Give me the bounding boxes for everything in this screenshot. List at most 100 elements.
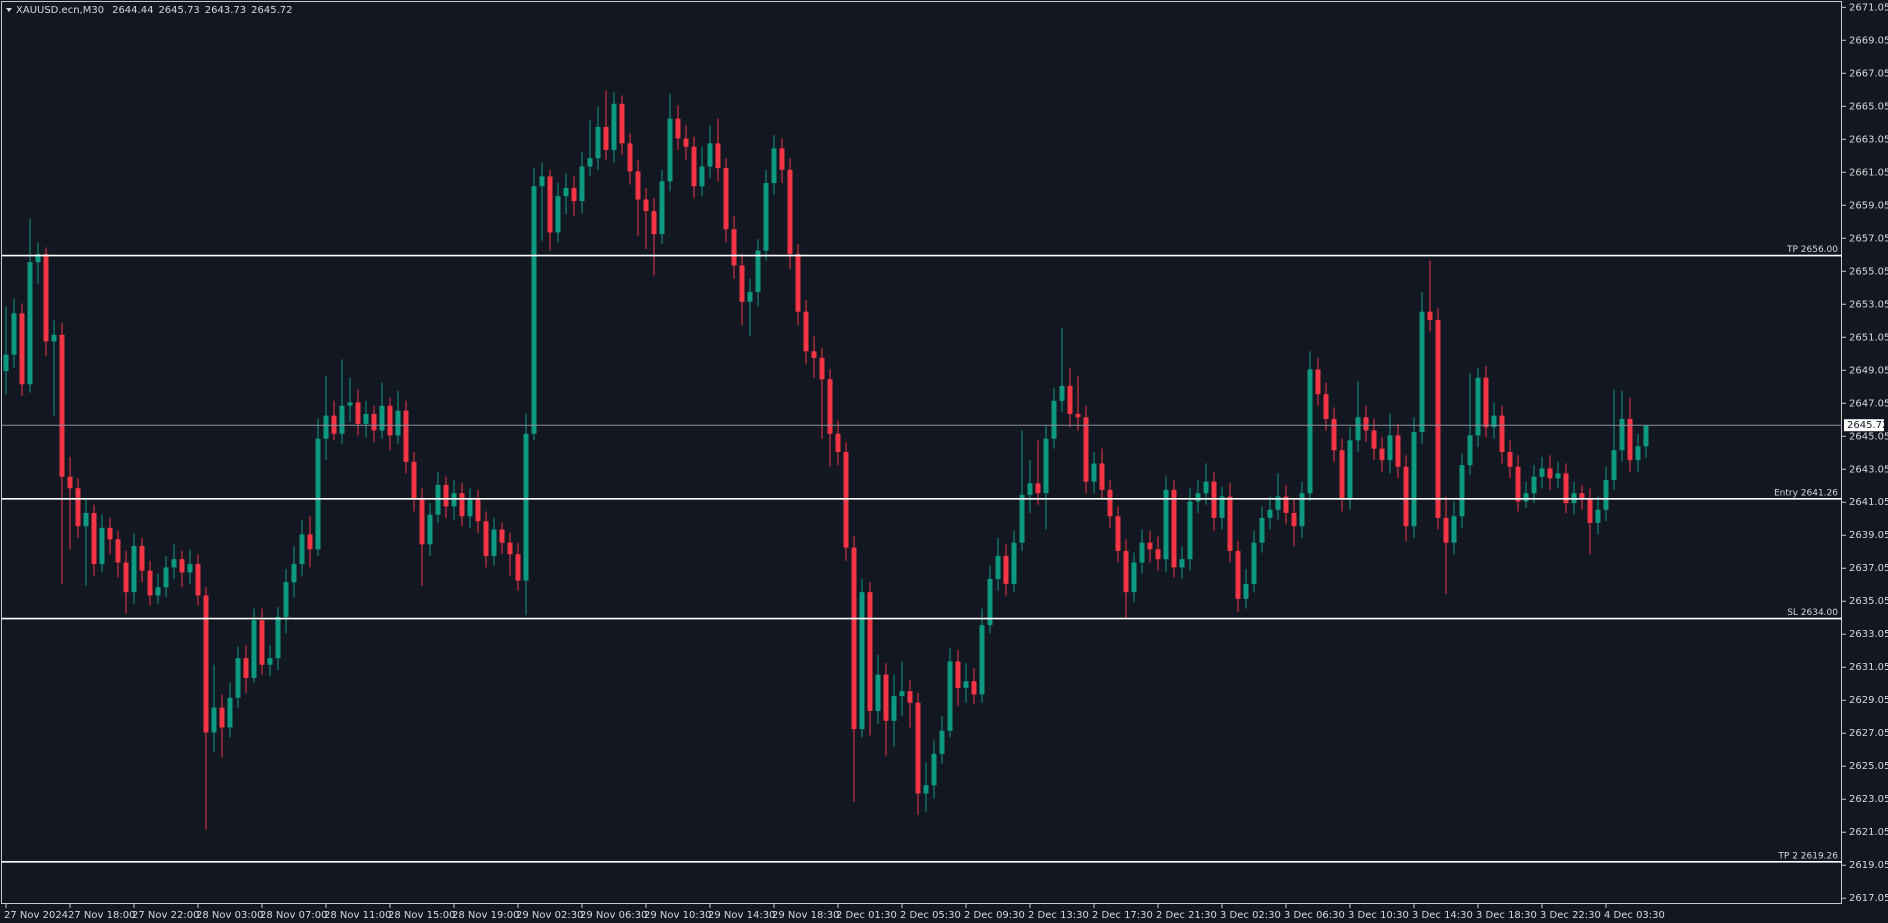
y-tick-label: 2635.05 [1849, 596, 1888, 607]
candle-body [1035, 483, 1041, 494]
candle-body [1011, 542, 1017, 584]
candle-body [59, 334, 65, 477]
candle-body [923, 785, 929, 794]
candle-body [467, 498, 473, 517]
candle-body [1419, 311, 1425, 433]
candle-body [1515, 466, 1521, 502]
candle-body [875, 674, 881, 711]
candle-body [675, 118, 681, 139]
ohlc-close: 2645.72 [251, 5, 292, 16]
candle-body [1107, 489, 1113, 517]
candle-body [699, 166, 705, 187]
candle-body [627, 143, 633, 172]
candle-body [355, 402, 361, 424]
candle-body [83, 512, 89, 527]
candle-body [315, 438, 321, 550]
x-tick-label: 2 Dec 01:30 [836, 910, 897, 921]
candle-body [659, 181, 665, 235]
candle-body [1483, 377, 1489, 428]
candle-body [715, 143, 721, 169]
candle-body [1507, 451, 1513, 467]
candle-body [539, 176, 545, 187]
candle-body [475, 498, 481, 522]
candle-body [811, 351, 817, 358]
candle-body [1347, 440, 1353, 500]
x-tick-label: 27 Nov 2024 [4, 910, 68, 921]
candle-body [1059, 385, 1065, 401]
candle-body [723, 168, 729, 230]
y-tick-label: 2625.05 [1849, 761, 1888, 772]
candle-body [1139, 542, 1145, 563]
candle-body [411, 461, 417, 500]
candle-body [1195, 493, 1201, 502]
candle-body [307, 534, 313, 550]
y-tick-label: 2637.05 [1849, 563, 1888, 574]
y-tick-label: 2651.05 [1849, 332, 1888, 343]
candle-body [1219, 496, 1225, 518]
symbol: XAUUSD.ecn,M30 [16, 5, 104, 16]
y-tick-label: 2657.05 [1849, 233, 1888, 244]
candle-body [123, 562, 129, 593]
candle-body [571, 187, 577, 202]
y-tick-label: 2617.05 [1849, 893, 1888, 904]
y-tick-label: 2659.05 [1849, 200, 1888, 211]
candle-body [99, 527, 105, 565]
candle-body [667, 118, 673, 182]
candle-body [779, 148, 785, 170]
candle-body [851, 547, 857, 730]
candle-body [387, 405, 393, 436]
candle-body [1539, 468, 1545, 477]
y-tick-label: 2647.05 [1849, 398, 1888, 409]
candle-body [1587, 498, 1593, 523]
candle-body [1147, 542, 1153, 550]
candle-body [75, 488, 81, 527]
level-label: SL 2634.00 [1787, 608, 1838, 618]
candle-body [907, 691, 913, 703]
y-tick-label: 2621.05 [1849, 827, 1888, 838]
candle-body [1491, 415, 1497, 428]
candle-body [443, 484, 449, 507]
x-tick-label: 29 Nov 10:30 [644, 910, 711, 921]
y-tick-label: 2633.05 [1849, 629, 1888, 640]
candle-body [1131, 562, 1137, 593]
candle-body [403, 410, 409, 462]
candle-body [819, 357, 825, 380]
candle-body [1523, 493, 1529, 502]
candle-body [499, 529, 505, 543]
x-tick-label: 2 Dec 13:30 [1028, 910, 1089, 921]
candle-body [427, 514, 433, 545]
candle-body [211, 707, 217, 733]
candle-body [1179, 559, 1185, 568]
candle-body [1387, 435, 1393, 461]
candle-body [1563, 473, 1569, 504]
y-tick-label: 2627.05 [1849, 728, 1888, 739]
candle-body [203, 595, 209, 733]
candle-body [163, 567, 169, 588]
candle-body [91, 512, 97, 565]
x-tick-label: 2 Dec 09:30 [964, 910, 1025, 921]
menu-triangle[interactable] [6, 8, 12, 12]
x-tick-label: 2 Dec 05:30 [900, 910, 961, 921]
candle-body [1371, 430, 1377, 449]
candle-body [283, 582, 289, 617]
x-tick-label: 29 Nov 14:30 [708, 910, 775, 921]
candle-body [787, 169, 793, 254]
candle-body [1643, 425, 1649, 447]
candle-body [1443, 517, 1449, 543]
x-tick-label: 28 Nov 19:00 [452, 910, 519, 921]
candle-body [1275, 496, 1281, 510]
candle-body [1459, 465, 1465, 517]
x-tick-label: 3 Dec 02:30 [1220, 910, 1281, 921]
candle-body [707, 143, 713, 167]
candle-body [1027, 483, 1033, 495]
candle-body [971, 681, 977, 695]
candle-body [803, 311, 809, 352]
candle-body [987, 578, 993, 626]
level-label: Entry 2641.26 [1774, 488, 1838, 498]
candle-body [347, 402, 353, 406]
candle-body [1235, 550, 1241, 599]
x-tick-label: 3 Dec 10:30 [1348, 910, 1409, 921]
candle-body [1067, 385, 1073, 414]
